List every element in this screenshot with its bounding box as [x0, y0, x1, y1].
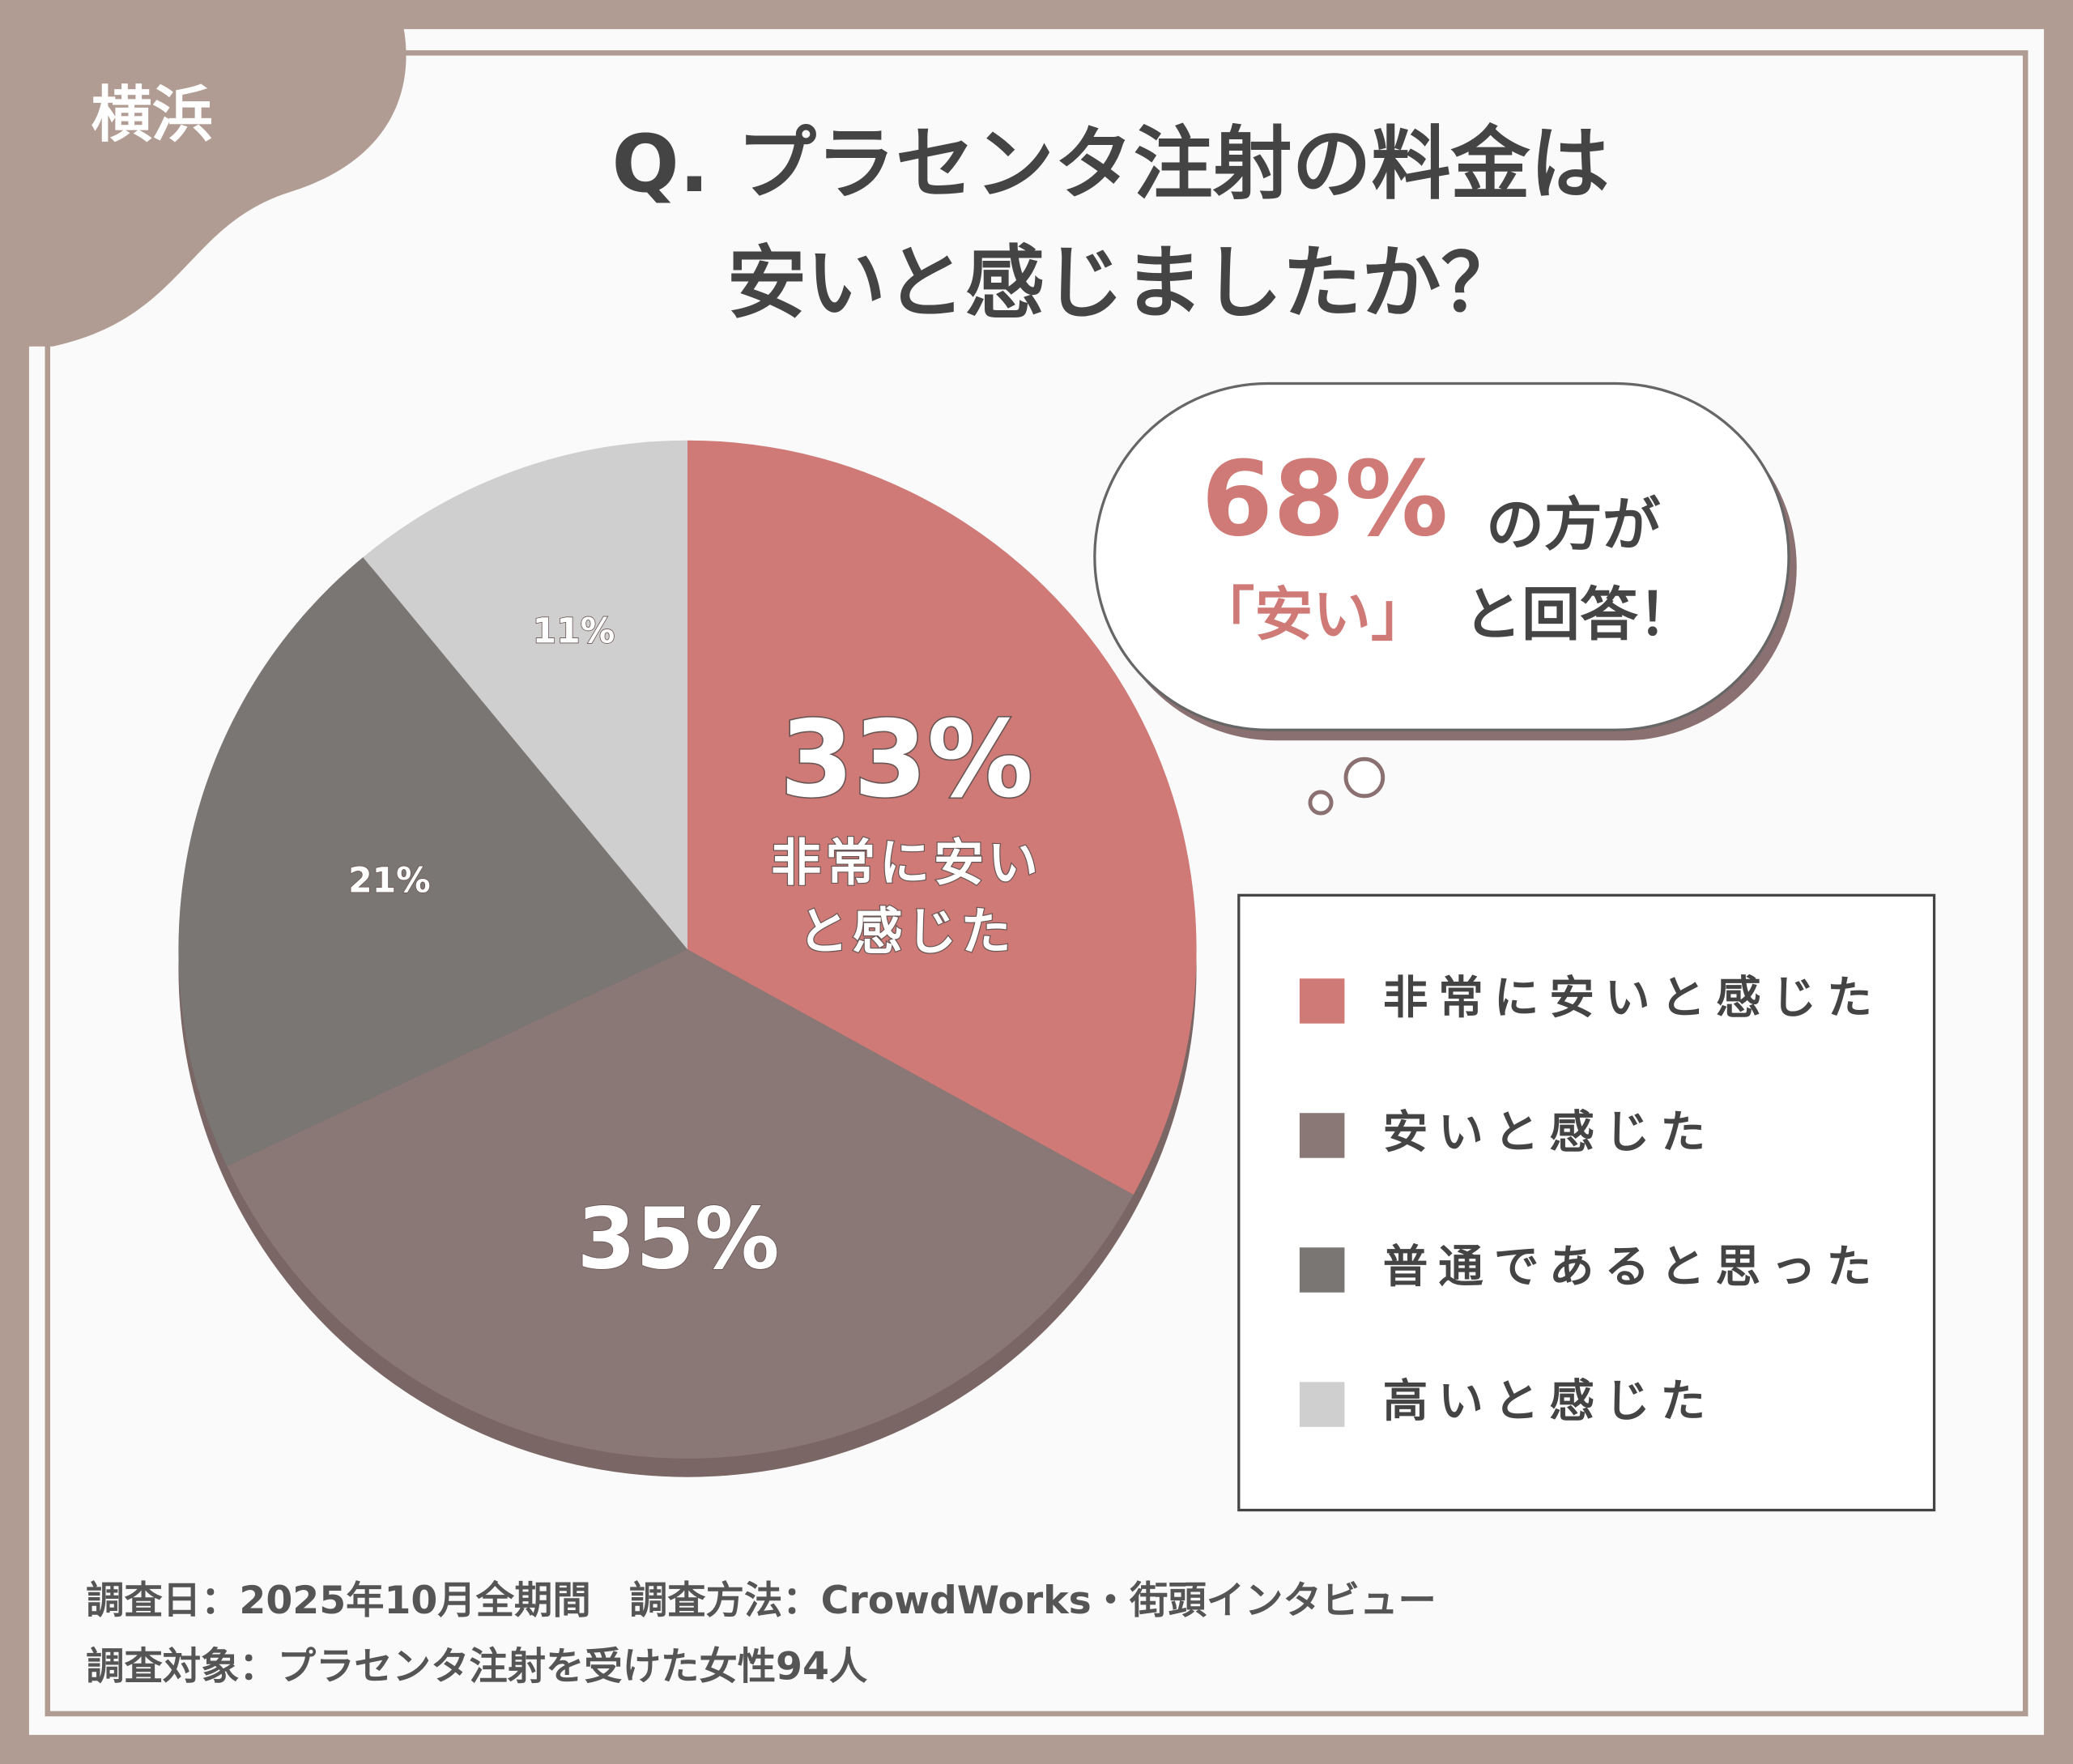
- pie-slice: [178, 556, 687, 1166]
- title: Q. プラセンタ注射の料金は: [611, 118, 1609, 211]
- annotation: の方が: [1486, 491, 1661, 559]
- pie-slice: [363, 440, 687, 950]
- legend-label: 普通であると思った: [1383, 1241, 1883, 1293]
- footer: 調査日：2025年10月全期間 調査方法：CrowdWorks・街頭インタビュー: [86, 1579, 1437, 1623]
- pie-slice: [687, 440, 1197, 1195]
- legend-swatch: [1299, 1247, 1345, 1293]
- legend-label: 非常に安いと感じた: [1383, 972, 1883, 1025]
- pie-slice: [227, 949, 1134, 1459]
- annotation: と回答！: [1463, 581, 1696, 649]
- value-label: 33%: [780, 698, 1033, 821]
- legend-swatch: [1299, 978, 1345, 1024]
- bubble: [1093, 381, 1790, 731]
- legend-swatch: [1299, 1113, 1345, 1158]
- slice-label: 非常に安い: [771, 833, 1042, 893]
- legend-label: 高いと感じた: [1383, 1375, 1716, 1428]
- tag-shape: [0, 0, 407, 347]
- highlight: 68%: [1202, 440, 1449, 560]
- value-label: 21%: [348, 861, 431, 901]
- speech-bubble: [1093, 381, 1797, 816]
- annotation: 「安い」: [1197, 581, 1429, 649]
- legend-box: [1237, 893, 1936, 1512]
- inner-border: [45, 50, 2028, 1717]
- slice-label: と感じた: [798, 901, 1015, 961]
- value-label: 11%: [533, 611, 615, 651]
- tag: 横浜: [92, 79, 213, 150]
- title: 安いと感じましたか？: [727, 237, 1520, 330]
- legend-label: 安いと感じた: [1383, 1106, 1716, 1159]
- legend-swatch: [1299, 1382, 1345, 1427]
- bubble-dot: [1308, 790, 1334, 816]
- footer: 調査対象：プラセンタ注射を受けた女性94人: [86, 1644, 868, 1689]
- value-label: 35%: [577, 1189, 779, 1288]
- bubble-dot: [1343, 756, 1386, 799]
